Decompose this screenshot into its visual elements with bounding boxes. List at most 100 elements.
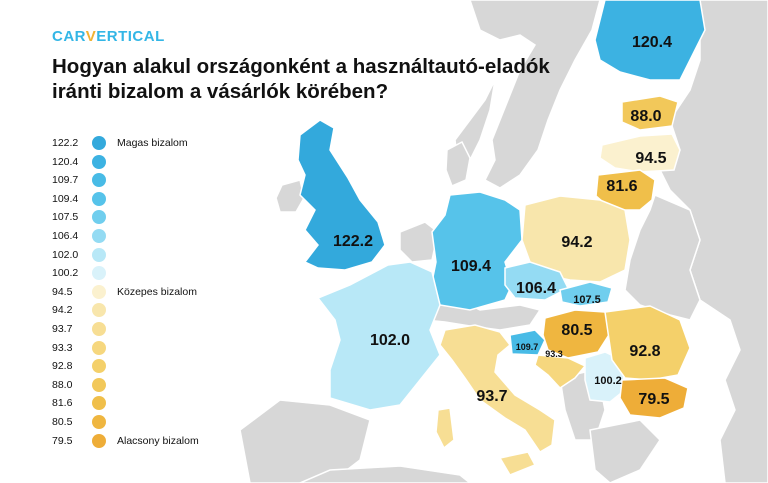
land-norway-sweden <box>469 0 601 189</box>
legend-color-dot <box>92 284 106 299</box>
legend-color-dot <box>92 136 106 150</box>
land-ireland <box>275 179 305 213</box>
rated-countries <box>297 0 706 476</box>
legend-color-dot <box>92 359 106 374</box>
legend-value: 79.5 <box>52 434 73 447</box>
country-value-labels: 120.4 88.0 94.5 81.6 122.2 109.4 94.2 10… <box>333 34 672 408</box>
country-latvia[interactable] <box>599 133 681 173</box>
logo-text-post: ERTICAL <box>96 28 165 45</box>
legend-value: 109.4 <box>52 192 79 205</box>
legend-color-dot <box>92 247 106 262</box>
legend-row: 93.7 <box>52 322 292 338</box>
country-estonia[interactable] <box>621 95 679 131</box>
legend-color-dot <box>92 210 106 225</box>
legend-color-dot <box>92 433 106 448</box>
value-label-italy: 93.7 <box>476 388 507 405</box>
legend-value: 120.4 <box>52 155 79 168</box>
legend-category-label: Magas bizalom <box>117 137 188 149</box>
legend-value: 94.2 <box>52 304 73 317</box>
value-label-estonia: 88.0 <box>630 108 661 125</box>
country-france[interactable] <box>316 261 441 411</box>
value-label-hungary: 80.5 <box>561 322 592 339</box>
land-iberia <box>239 399 371 483</box>
legend-row: 109.7 <box>52 173 292 189</box>
other-countries <box>239 0 768 483</box>
legend-row: 92.8 <box>52 359 292 375</box>
legend-row: 94.5 Közepes bizalom <box>52 284 292 301</box>
legend-color-dot <box>92 191 106 206</box>
land-benelux <box>399 221 439 263</box>
country-romania[interactable] <box>604 305 691 381</box>
legend-value: 122.2 <box>52 137 79 149</box>
legend-color-dot <box>92 377 106 392</box>
legend-row: 122.2 Magas bizalom <box>52 136 292 152</box>
legend-value: 92.8 <box>52 360 73 373</box>
page-title: Hogyan alakul országonként a használtaut… <box>52 54 612 104</box>
legend-color-dot <box>92 303 106 318</box>
legend-row: 80.5 <box>52 415 292 431</box>
legend-row: 106.4 <box>52 229 292 245</box>
value-label-france: 102.0 <box>370 332 410 349</box>
legend-row: 88.0 <box>52 377 292 394</box>
value-label-serbia: 100.2 <box>594 375 622 387</box>
legend-value: 109.7 <box>52 174 79 187</box>
value-label-bulgaria: 79.5 <box>638 391 669 408</box>
country-bulgaria[interactable] <box>619 377 689 419</box>
legend-category-label: Közepes bizalom <box>117 285 197 298</box>
legend-color-dot <box>92 266 106 281</box>
value-label-czechia: 106.4 <box>516 280 556 297</box>
country-slovenia[interactable] <box>509 329 546 356</box>
value-label-poland: 94.2 <box>561 234 592 251</box>
land-north-africa <box>299 465 472 483</box>
legend-row: 120.4 <box>52 154 292 171</box>
value-label-slovakia: 107.5 <box>573 294 601 306</box>
country-czechia[interactable] <box>504 261 570 301</box>
country-germany[interactable] <box>431 191 523 311</box>
legend-row: 107.5 <box>52 210 292 226</box>
legend-row: 109.4 <box>52 191 292 208</box>
country-poland[interactable] <box>521 195 631 283</box>
legend-color-dot <box>92 322 106 336</box>
legend-row: 102.0 <box>52 247 292 264</box>
legend-row: 100.2 <box>52 266 292 282</box>
legend-row: 94.2 <box>52 303 292 319</box>
value-label-slovenia: 109.7 <box>516 342 539 352</box>
legend-value: 81.6 <box>52 397 73 410</box>
value-label-croatia: 93.3 <box>545 349 563 359</box>
country-hungary[interactable] <box>542 309 613 359</box>
carvertical-logo: CARVERTICAL <box>52 28 165 45</box>
logo-text-pre: CAR <box>52 28 86 45</box>
country-croatia[interactable] <box>534 354 587 389</box>
legend-row: 81.6 <box>52 396 292 412</box>
land-greece <box>589 419 661 483</box>
value-label-finland: 120.4 <box>632 34 672 51</box>
value-label-romania: 92.8 <box>629 343 660 360</box>
legend-color-dot <box>92 396 106 411</box>
country-italy-sardinia[interactable] <box>435 407 455 450</box>
legend-value: 107.5 <box>52 211 79 224</box>
legend-color-dot <box>92 415 106 429</box>
land-denmark <box>445 140 471 187</box>
value-label-germany: 109.4 <box>451 258 491 275</box>
title-line-1: Hogyan alakul országonként a használtaut… <box>52 55 550 78</box>
legend-row: 79.5 Alacsony bizalom <box>52 433 292 450</box>
country-finland[interactable] <box>594 0 706 81</box>
legend-value: 100.2 <box>52 267 79 280</box>
country-italy-sicily[interactable] <box>498 451 537 476</box>
legend-value: 93.3 <box>52 341 73 354</box>
legend-row: 93.3 <box>52 340 292 357</box>
legend-value: 80.5 <box>52 416 73 428</box>
logo-text-v: V <box>85 28 97 45</box>
legend-color-dot <box>92 173 106 188</box>
legend-value: 106.4 <box>52 230 79 242</box>
legend-color-dot <box>92 229 106 243</box>
country-uk[interactable] <box>297 119 386 271</box>
country-italy[interactable] <box>439 324 556 454</box>
country-slovakia[interactable] <box>559 281 613 307</box>
legend-color-dot <box>92 154 106 169</box>
country-lithuania[interactable] <box>595 169 656 211</box>
legend-value: 94.5 <box>52 285 73 298</box>
legend-value: 93.7 <box>52 323 73 335</box>
